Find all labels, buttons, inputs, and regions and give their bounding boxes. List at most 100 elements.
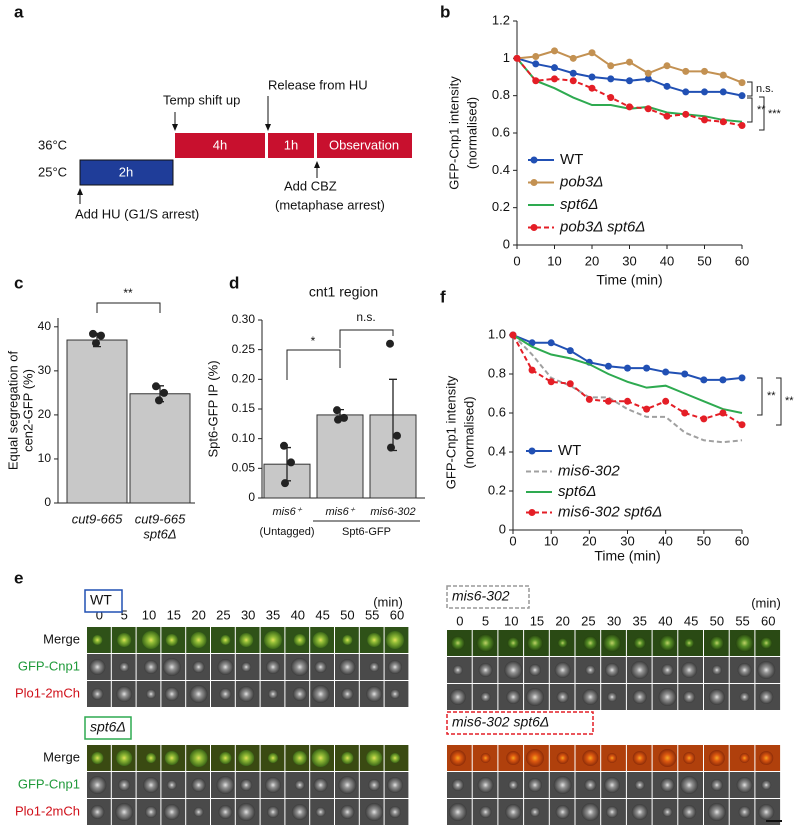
- micrograph-spot: [480, 692, 491, 702]
- significance-bracket: [339, 329, 394, 348]
- micrograph-spot: [659, 635, 676, 651]
- data-point: [626, 58, 633, 66]
- data-point: [682, 110, 690, 118]
- micrograph-spot: [761, 780, 772, 790]
- micrograph-spot: [366, 750, 383, 766]
- micrograph-spot: [311, 749, 330, 767]
- data-point: [387, 443, 395, 452]
- time-label: 20: [191, 607, 205, 622]
- time-label: 15: [530, 613, 544, 628]
- micrograph-spot: [448, 803, 467, 821]
- x-tick-label: 10: [544, 533, 558, 548]
- strain-label: mis6-302: [452, 588, 510, 604]
- data-point: [681, 370, 689, 378]
- legend-marker: [530, 179, 538, 186]
- micrograph-spot: [291, 804, 308, 820]
- micrograph-spot: [292, 751, 307, 765]
- time-label: 55: [365, 607, 379, 622]
- legend-marker: [528, 447, 536, 455]
- legend-marker: [530, 156, 538, 164]
- data-point: [334, 415, 342, 424]
- data-point: [719, 88, 727, 96]
- x-tick-label: spt6Δ: [143, 526, 176, 541]
- data-point: [700, 376, 708, 384]
- x-tick-label: 40: [658, 533, 672, 548]
- micrograph-spot: [582, 689, 599, 705]
- y-axis-label: cen2-GFP (%): [20, 369, 35, 452]
- micrograph-spot: [162, 658, 181, 676]
- micrograph-spot: [146, 689, 156, 699]
- micrograph-spot: [603, 634, 622, 652]
- data-point: [528, 366, 536, 374]
- micrograph-spot: [369, 662, 380, 672]
- micrograph-spot: [735, 634, 754, 652]
- micrograph-spot: [632, 751, 647, 765]
- legend-label: WT: [558, 442, 581, 459]
- micrograph-spot: [450, 636, 465, 650]
- micrograph-spot: [683, 752, 696, 764]
- data-point: [588, 73, 596, 81]
- micrograph-spot: [737, 663, 752, 677]
- x-tick-label: 40: [660, 253, 674, 268]
- micrograph-spot: [218, 805, 233, 819]
- strain-label: mis6-302 spt6Δ: [452, 714, 549, 730]
- micrograph-spot: [267, 806, 279, 818]
- legend-label: mis6-302 spt6Δ: [558, 503, 662, 520]
- time-label: 5: [482, 613, 489, 628]
- time-label: 60: [761, 613, 775, 628]
- micrograph-spot: [582, 750, 599, 766]
- significance-label: **: [767, 390, 776, 402]
- micrograph-spot: [268, 753, 278, 763]
- micrograph-spot: [386, 631, 404, 649]
- micrograph-spot: [739, 692, 750, 702]
- data-point: [588, 84, 596, 92]
- micrograph-spot: [504, 661, 523, 679]
- micrograph-spot: [708, 750, 725, 766]
- event-label: Add CBZ: [284, 178, 337, 193]
- micrograph-spot: [366, 686, 383, 702]
- micrograph-spot: [606, 806, 619, 818]
- micrograph-spot: [757, 661, 776, 679]
- micrograph-spot: [219, 688, 232, 700]
- micrograph-spot: [237, 803, 256, 821]
- data-point: [532, 77, 540, 85]
- micrograph-spot: [342, 635, 353, 645]
- time-label: 25: [581, 613, 595, 628]
- data-point: [719, 376, 727, 384]
- y-tick-label: 0.8: [488, 365, 506, 380]
- micrograph-spot: [634, 780, 645, 790]
- time-label: 50: [710, 613, 724, 628]
- data-point: [643, 405, 651, 413]
- legend-marker: [528, 509, 536, 516]
- micrograph-spot: [556, 691, 569, 703]
- data-point: [701, 88, 708, 96]
- data-point: [386, 339, 394, 348]
- data-point: [738, 421, 746, 429]
- x-tick-label: 50: [697, 253, 711, 268]
- x-tick-label: mis6⁺: [272, 506, 302, 518]
- y-axis-label: Equal segregation of: [5, 350, 20, 470]
- data-point: [532, 60, 540, 68]
- x-tick-label: 60: [735, 533, 749, 548]
- time-label: 55: [735, 613, 749, 628]
- micrograph-spot: [92, 635, 103, 645]
- micrograph-spot: [220, 635, 231, 645]
- micrograph-spot: [760, 637, 773, 649]
- significance-label: ***: [768, 108, 782, 120]
- significance-label: *: [311, 334, 316, 348]
- data-point: [644, 105, 652, 113]
- data-point: [682, 67, 690, 75]
- micrograph-spot: [88, 776, 107, 794]
- micrograph-spot: [219, 752, 232, 764]
- micrograph-spot: [266, 660, 280, 674]
- y-tick-label: 0.15: [232, 401, 256, 415]
- time-label: 50: [340, 607, 354, 622]
- y-axis-label: GFP-Cnp1 intensity: [446, 76, 461, 190]
- stage-label: Observation: [329, 137, 399, 152]
- data-point: [287, 458, 295, 467]
- data-point: [569, 69, 577, 77]
- y-axis-label: GFP-Cnp1 intensity: [443, 375, 458, 489]
- y-tick-label: 1: [503, 50, 510, 65]
- data-point: [663, 82, 671, 90]
- data-point: [393, 431, 401, 440]
